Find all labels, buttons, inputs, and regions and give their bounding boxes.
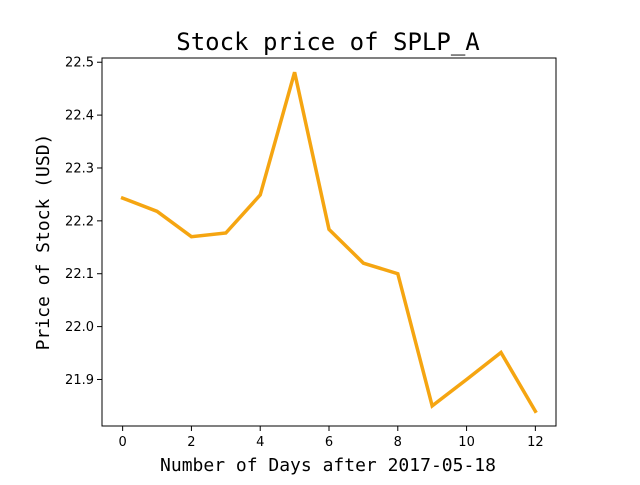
x-tick-label: 12: [527, 435, 544, 450]
y-tick-label: 22.2: [65, 214, 94, 229]
x-tick-label: 0: [118, 435, 126, 450]
y-tick-label: 22.3: [65, 161, 94, 176]
x-tick-label: 6: [325, 435, 333, 450]
y-tick-label: 22.5: [65, 56, 94, 71]
x-tick-label: 2: [187, 435, 195, 450]
series-line-0: [120, 71, 538, 414]
y-tick-label: 22.1: [65, 267, 94, 282]
x-tick-label: 10: [458, 435, 475, 450]
x-axis: 0 2 4 6 8 10 12: [118, 426, 544, 450]
plot-area: 0 2 4 6 8 10 12 21.9 22.0 22.1 22.2 22.3 22.4 22.5: [65, 56, 557, 450]
y-axis-label: Price of Stock (USD): [33, 134, 54, 351]
y-tick-label: 21.9: [65, 373, 94, 388]
series-layer: [120, 71, 538, 414]
y-tick-label: 22.4: [65, 109, 94, 124]
x-tick-label: 4: [256, 435, 264, 450]
chart-title: Stock price of SPLP_A: [176, 28, 480, 56]
x-axis-label: Number of Days after 2017-05-18: [160, 455, 496, 476]
y-tick-label: 22.0: [65, 320, 94, 335]
y-axis: 21.9 22.0 22.1 22.2 22.3 22.4 22.5: [65, 56, 102, 388]
x-tick-label: 8: [394, 435, 402, 450]
plot-frame: [101, 57, 557, 427]
